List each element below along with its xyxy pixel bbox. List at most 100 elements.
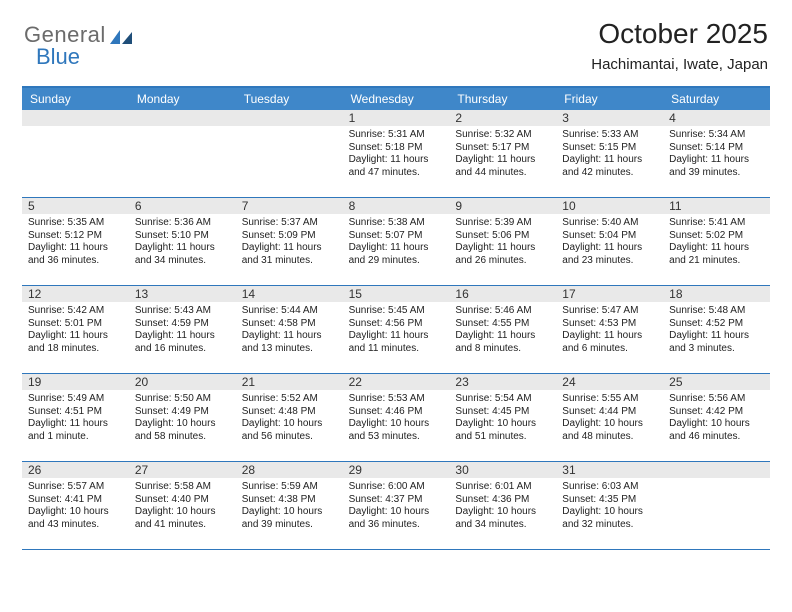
day-info: Sunrise: 5:48 AMSunset: 4:52 PMDaylight:…: [663, 302, 770, 359]
day-number: 16: [449, 286, 556, 302]
day-info: Sunrise: 5:32 AMSunset: 5:17 PMDaylight:…: [449, 126, 556, 183]
calendar-cell: [129, 110, 236, 198]
calendar-cell: 15Sunrise: 5:45 AMSunset: 4:56 PMDayligh…: [343, 286, 450, 374]
day-number: 21: [236, 374, 343, 390]
calendar-cell: 30Sunrise: 6:01 AMSunset: 4:36 PMDayligh…: [449, 462, 556, 550]
calendar-cell: 13Sunrise: 5:43 AMSunset: 4:59 PMDayligh…: [129, 286, 236, 374]
day-number: 13: [129, 286, 236, 302]
calendar-cell: 31Sunrise: 6:03 AMSunset: 4:35 PMDayligh…: [556, 462, 663, 550]
calendar-cell: 1Sunrise: 5:31 AMSunset: 5:18 PMDaylight…: [343, 110, 450, 198]
calendar-cell: 29Sunrise: 6:00 AMSunset: 4:37 PMDayligh…: [343, 462, 450, 550]
day-info: Sunrise: 5:42 AMSunset: 5:01 PMDaylight:…: [22, 302, 129, 359]
logo-word2: Blue: [36, 44, 80, 70]
day-number: 19: [22, 374, 129, 390]
calendar-cell: 25Sunrise: 5:56 AMSunset: 4:42 PMDayligh…: [663, 374, 770, 462]
day-info: Sunrise: 6:01 AMSunset: 4:36 PMDaylight:…: [449, 478, 556, 535]
calendar-cell: 9Sunrise: 5:39 AMSunset: 5:06 PMDaylight…: [449, 198, 556, 286]
calendar-cell: 5Sunrise: 5:35 AMSunset: 5:12 PMDaylight…: [22, 198, 129, 286]
calendar-cell: 26Sunrise: 5:57 AMSunset: 4:41 PMDayligh…: [22, 462, 129, 550]
day-number: 3: [556, 110, 663, 126]
calendar-cell: 14Sunrise: 5:44 AMSunset: 4:58 PMDayligh…: [236, 286, 343, 374]
day-info: Sunrise: 5:46 AMSunset: 4:55 PMDaylight:…: [449, 302, 556, 359]
day-number: 5: [22, 198, 129, 214]
day-info: Sunrise: 6:00 AMSunset: 4:37 PMDaylight:…: [343, 478, 450, 535]
day-number: 6: [129, 198, 236, 214]
day-info: Sunrise: 5:35 AMSunset: 5:12 PMDaylight:…: [22, 214, 129, 271]
day-number: 14: [236, 286, 343, 302]
day-number: 11: [663, 198, 770, 214]
calendar-cell: 24Sunrise: 5:55 AMSunset: 4:44 PMDayligh…: [556, 374, 663, 462]
calendar-grid: 1Sunrise: 5:31 AMSunset: 5:18 PMDaylight…: [22, 110, 770, 550]
calendar-cell: 10Sunrise: 5:40 AMSunset: 5:04 PMDayligh…: [556, 198, 663, 286]
day-number: 2: [449, 110, 556, 126]
day-number: [663, 462, 770, 478]
day-info: Sunrise: 5:53 AMSunset: 4:46 PMDaylight:…: [343, 390, 450, 447]
day-number: 8: [343, 198, 450, 214]
calendar-cell: 18Sunrise: 5:48 AMSunset: 4:52 PMDayligh…: [663, 286, 770, 374]
day-info: Sunrise: 5:47 AMSunset: 4:53 PMDaylight:…: [556, 302, 663, 359]
location-subtitle: Hachimantai, Iwate, Japan: [591, 56, 768, 73]
calendar-cell: 6Sunrise: 5:36 AMSunset: 5:10 PMDaylight…: [129, 198, 236, 286]
day-info: Sunrise: 5:52 AMSunset: 4:48 PMDaylight:…: [236, 390, 343, 447]
calendar-cell: [22, 110, 129, 198]
day-info: Sunrise: 5:33 AMSunset: 5:15 PMDaylight:…: [556, 126, 663, 183]
day-number: 29: [343, 462, 450, 478]
day-header: Sunday: [22, 88, 129, 110]
day-number: 10: [556, 198, 663, 214]
day-number: 20: [129, 374, 236, 390]
calendar-cell: 28Sunrise: 5:59 AMSunset: 4:38 PMDayligh…: [236, 462, 343, 550]
day-info: Sunrise: 5:40 AMSunset: 5:04 PMDaylight:…: [556, 214, 663, 271]
calendar-cell: 11Sunrise: 5:41 AMSunset: 5:02 PMDayligh…: [663, 198, 770, 286]
day-info: Sunrise: 5:41 AMSunset: 5:02 PMDaylight:…: [663, 214, 770, 271]
calendar-cell: 21Sunrise: 5:52 AMSunset: 4:48 PMDayligh…: [236, 374, 343, 462]
calendar-cell: 7Sunrise: 5:37 AMSunset: 5:09 PMDaylight…: [236, 198, 343, 286]
day-number: 22: [343, 374, 450, 390]
calendar-cell: 19Sunrise: 5:49 AMSunset: 4:51 PMDayligh…: [22, 374, 129, 462]
day-number: 26: [22, 462, 129, 478]
day-info: Sunrise: 5:57 AMSunset: 4:41 PMDaylight:…: [22, 478, 129, 535]
day-info: Sunrise: 5:36 AMSunset: 5:10 PMDaylight:…: [129, 214, 236, 271]
day-number: 12: [22, 286, 129, 302]
day-header: Thursday: [449, 88, 556, 110]
logo-sail-icon: [110, 24, 132, 38]
day-info: Sunrise: 5:34 AMSunset: 5:14 PMDaylight:…: [663, 126, 770, 183]
day-header: Monday: [129, 88, 236, 110]
calendar-cell: 4Sunrise: 5:34 AMSunset: 5:14 PMDaylight…: [663, 110, 770, 198]
day-info: Sunrise: 6:03 AMSunset: 4:35 PMDaylight:…: [556, 478, 663, 535]
day-info: Sunrise: 5:44 AMSunset: 4:58 PMDaylight:…: [236, 302, 343, 359]
calendar-cell: 3Sunrise: 5:33 AMSunset: 5:15 PMDaylight…: [556, 110, 663, 198]
calendar-cell: 8Sunrise: 5:38 AMSunset: 5:07 PMDaylight…: [343, 198, 450, 286]
page-title: October 2025: [591, 18, 768, 50]
calendar-cell: 12Sunrise: 5:42 AMSunset: 5:01 PMDayligh…: [22, 286, 129, 374]
day-number: 4: [663, 110, 770, 126]
day-info: Sunrise: 5:50 AMSunset: 4:49 PMDaylight:…: [129, 390, 236, 447]
day-header: Friday: [556, 88, 663, 110]
calendar-cell: 27Sunrise: 5:58 AMSunset: 4:40 PMDayligh…: [129, 462, 236, 550]
header-right: October 2025 Hachimantai, Iwate, Japan: [591, 18, 768, 73]
day-info: Sunrise: 5:54 AMSunset: 4:45 PMDaylight:…: [449, 390, 556, 447]
day-number: 15: [343, 286, 450, 302]
day-number: 17: [556, 286, 663, 302]
day-info: Sunrise: 5:38 AMSunset: 5:07 PMDaylight:…: [343, 214, 450, 271]
day-number: [236, 110, 343, 126]
day-number: 24: [556, 374, 663, 390]
calendar: Sunday Monday Tuesday Wednesday Thursday…: [22, 86, 770, 550]
day-number: 23: [449, 374, 556, 390]
day-info: Sunrise: 5:31 AMSunset: 5:18 PMDaylight:…: [343, 126, 450, 183]
calendar-cell: 17Sunrise: 5:47 AMSunset: 4:53 PMDayligh…: [556, 286, 663, 374]
day-info: Sunrise: 5:55 AMSunset: 4:44 PMDaylight:…: [556, 390, 663, 447]
day-number: 27: [129, 462, 236, 478]
calendar-cell: [663, 462, 770, 550]
day-header: Tuesday: [236, 88, 343, 110]
day-number: 31: [556, 462, 663, 478]
day-header: Wednesday: [343, 88, 450, 110]
calendar-cell: [236, 110, 343, 198]
day-number: 30: [449, 462, 556, 478]
day-info: Sunrise: 5:59 AMSunset: 4:38 PMDaylight:…: [236, 478, 343, 535]
day-header-row: Sunday Monday Tuesday Wednesday Thursday…: [22, 88, 770, 110]
calendar-cell: 2Sunrise: 5:32 AMSunset: 5:17 PMDaylight…: [449, 110, 556, 198]
day-number: [129, 110, 236, 126]
day-info: Sunrise: 5:58 AMSunset: 4:40 PMDaylight:…: [129, 478, 236, 535]
day-header: Saturday: [663, 88, 770, 110]
day-number: 1: [343, 110, 450, 126]
